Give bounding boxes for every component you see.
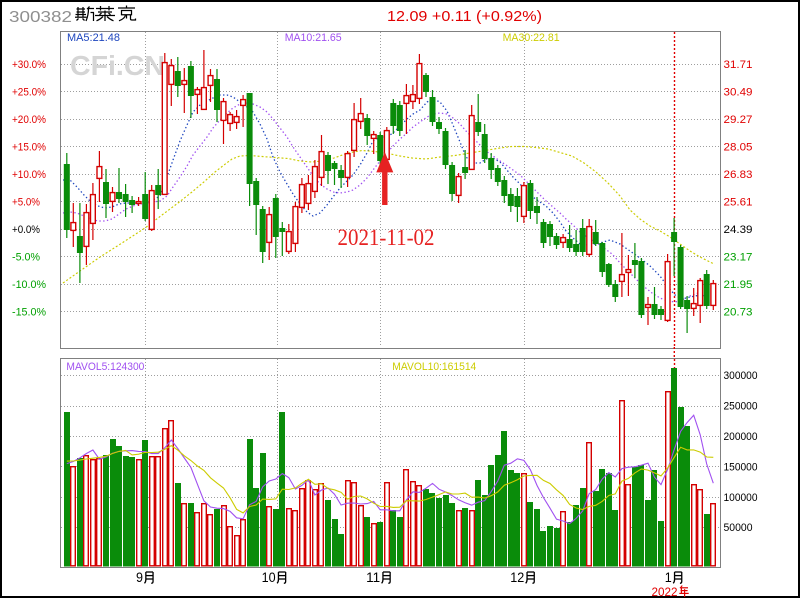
svg-text:29.27: 29.27 xyxy=(724,114,753,126)
svg-text:1: 1 xyxy=(665,570,672,585)
svg-text:+10.0%: +10.0% xyxy=(12,169,46,181)
svg-text:12.09 +0.11 (+0.92%): 12.09 +0.11 (+0.92%) xyxy=(387,8,542,25)
svg-text:10: 10 xyxy=(262,570,276,585)
svg-text:12: 12 xyxy=(510,570,524,585)
svg-text:30.49: 30.49 xyxy=(724,86,753,98)
svg-text:9: 9 xyxy=(136,570,143,585)
svg-text:MAVOL5:124300: MAVOL5:124300 xyxy=(66,361,144,373)
svg-text:50000: 50000 xyxy=(724,522,753,534)
svg-text:+5.0%: +5.0% xyxy=(12,196,40,208)
svg-text:24.39: 24.39 xyxy=(724,224,753,236)
svg-text:MAVOL10:161514: MAVOL10:161514 xyxy=(392,361,476,373)
svg-text:25.61: 25.61 xyxy=(724,196,753,208)
svg-text:+30.0%: +30.0% xyxy=(12,59,46,71)
svg-text:250000: 250000 xyxy=(724,401,758,413)
svg-text:MA5:21.48: MA5:21.48 xyxy=(67,32,120,44)
svg-text:+0.0%: +0.0% xyxy=(12,224,40,236)
svg-text:28.05: 28.05 xyxy=(724,141,753,153)
svg-text:20.73: 20.73 xyxy=(724,306,753,318)
svg-text:2022: 2022 xyxy=(652,585,678,599)
svg-text:100000: 100000 xyxy=(724,492,758,504)
svg-text:-10.0%: -10.0% xyxy=(12,279,46,291)
svg-text:+20.0%: +20.0% xyxy=(12,114,46,126)
svg-text:31.71: 31.71 xyxy=(724,59,753,71)
svg-text:21.95: 21.95 xyxy=(724,279,753,291)
svg-text:-15.0%: -15.0% xyxy=(12,306,46,318)
svg-text:200000: 200000 xyxy=(724,431,758,443)
svg-text:2021-11-02: 2021-11-02 xyxy=(338,225,435,250)
svg-text:26.83: 26.83 xyxy=(724,169,753,181)
svg-text:23.17: 23.17 xyxy=(724,251,753,263)
svg-text:+25.0%: +25.0% xyxy=(12,86,46,98)
svg-text:150000: 150000 xyxy=(724,461,758,473)
svg-text:MA10:21.65: MA10:21.65 xyxy=(285,32,342,44)
svg-text:CFi.CN: CFi.CN xyxy=(70,50,165,81)
svg-text:MA30:22.81: MA30:22.81 xyxy=(503,32,560,44)
svg-text:+15.0%: +15.0% xyxy=(12,141,46,153)
svg-text:11: 11 xyxy=(366,570,380,585)
svg-text:300382: 300382 xyxy=(9,9,72,26)
svg-text:300000: 300000 xyxy=(724,370,758,382)
svg-text:-5.0%: -5.0% xyxy=(12,251,40,263)
